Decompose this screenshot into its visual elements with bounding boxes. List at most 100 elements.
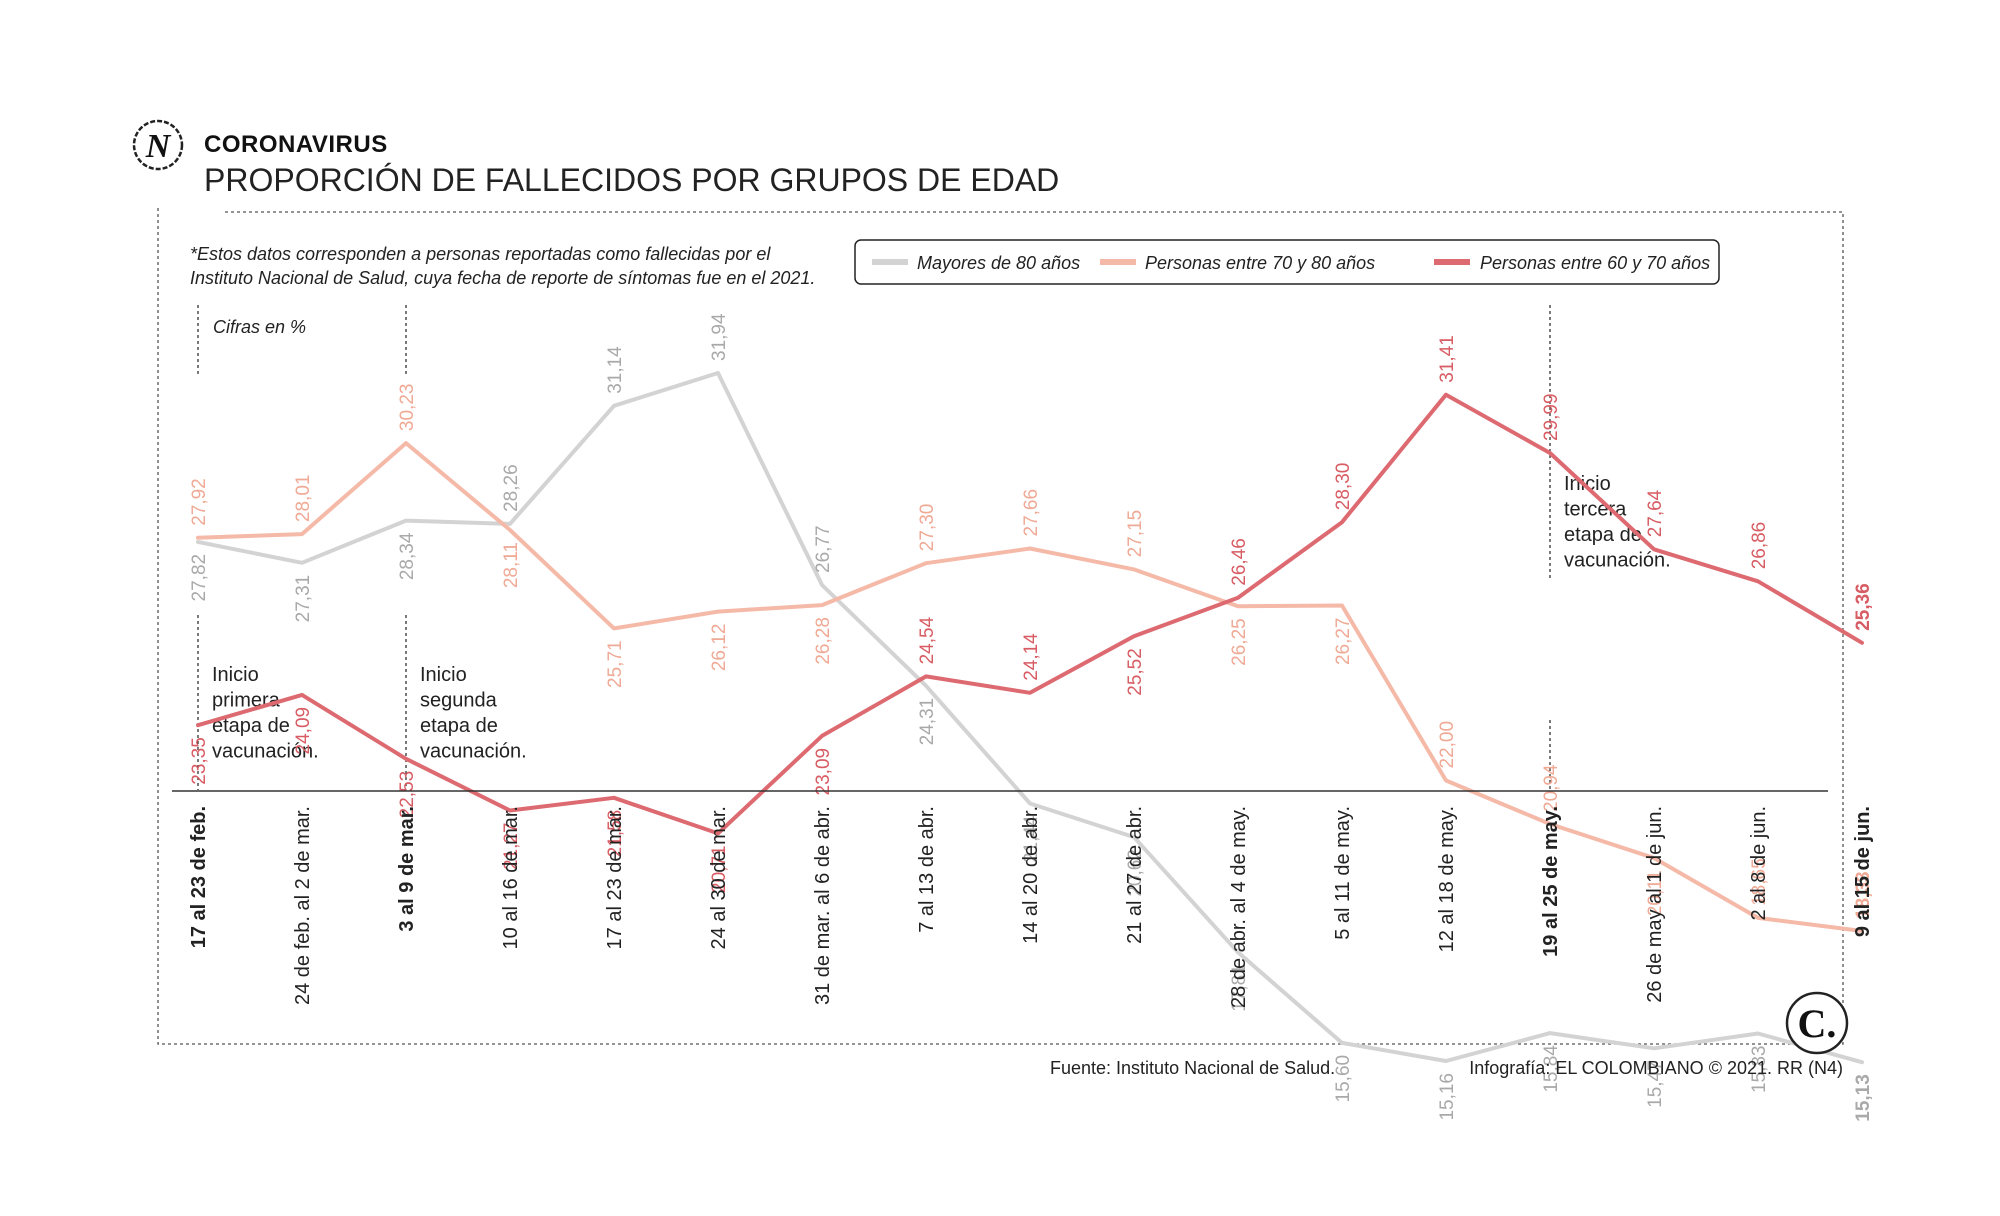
credit-text: Infografía: EL COLOMBIANO © 2021. RR (N4…: [1469, 1058, 1843, 1078]
data-label-mayores80: 31,14: [605, 346, 626, 394]
legend: Mayores de 80 años Personas entre 70 y 8…: [854, 239, 1720, 285]
x-tick-label: 3 al 9 de mar.: [396, 806, 418, 932]
data-label-entre70y80: 26,12: [709, 624, 730, 672]
data-label-entre60y70: 23,09: [813, 748, 834, 796]
data-label-entre70y80: 27,92: [189, 478, 210, 526]
data-label-entre60y70: 31,41: [1437, 335, 1458, 383]
data-label-mayores80: 31,94: [709, 313, 730, 361]
data-label-mayores80: 15,47: [1645, 1060, 1666, 1108]
data-label-mayores80: 20,62: [1125, 849, 1146, 897]
legend-item-entre70y80: Personas entre 70 y 80 años: [1100, 253, 1375, 273]
x-tick-label: 17 al 23 de feb.: [188, 806, 210, 948]
vaccination-annotation-line: primera: [212, 690, 281, 712]
logo-letter: N: [145, 128, 172, 165]
vaccination-annotation-line: Inicio: [420, 664, 467, 686]
data-label-mayores80: 15,16: [1437, 1073, 1458, 1121]
x-tick-label: 14 al 20 de abr.: [1020, 806, 1042, 944]
data-label-mayores80: 28,26: [501, 464, 522, 512]
data-label-entre60y70: 24,09: [293, 707, 314, 755]
data-label-mayores80: 15,84: [1541, 1045, 1562, 1093]
chart-frame: [157, 208, 1844, 1045]
data-label-entre70y80: 28,01: [293, 475, 314, 523]
x-tick-label: 2 al 8 de jun.: [1748, 806, 1770, 921]
data-label-entre70y80: 27,30: [917, 504, 938, 552]
vaccination-annotation-line: segunda: [420, 690, 498, 712]
legend-box: [854, 239, 1720, 285]
legend-item-mayores80: Mayores de 80 años: [872, 253, 1080, 273]
x-tick-label: 17 al 23 de mar.: [604, 806, 626, 949]
x-tick-label: 28 de abr. al 4 de may.: [1228, 806, 1250, 1008]
legend-item-entre60y70: Personas entre 60 y 70 años: [1434, 253, 1710, 273]
data-label-entre70y80: 28,11: [501, 542, 522, 588]
vaccination-annotation-line: etapa de: [212, 715, 290, 737]
data-label-entre70y80: 26,27: [1333, 618, 1354, 666]
data-label-entre60y70: 24,14: [1021, 633, 1042, 681]
data-label-entre60y70: 26,86: [1749, 522, 1770, 570]
data-label-entre60y70: 20,71: [709, 845, 730, 893]
el-colombiano-logo-icon: C.: [1785, 991, 1849, 1055]
data-label-mayores80: 15,83: [1749, 1046, 1770, 1094]
data-label-mayores80: 17,81: [1229, 964, 1250, 1012]
data-label-entre70y80: 27,15: [1125, 510, 1146, 558]
data-label-entre70y80: 18,65: [1749, 858, 1770, 906]
data-label-entre60y70: 22,53: [397, 771, 418, 819]
vaccination-annotation-1: Inicio primera etapa de vacunación.: [212, 664, 319, 763]
note-line-2: Instituto Nacional de Salud, cuya fecha …: [190, 268, 815, 288]
series-line-mayores80: [196, 371, 1864, 1065]
vaccination-annotation-line: vacunación.: [1564, 550, 1671, 572]
source-text: Fuente: Instituto Nacional de Salud.: [1050, 1058, 1335, 1078]
vaccination-annotation-3: Inicio tercera etapa de vacunación.: [1564, 473, 1671, 572]
data-label-entre60y70: 28,30: [1333, 463, 1354, 511]
brand-letter: C.: [1798, 1001, 1837, 1046]
x-tick-label: 9 al 15 de jun.: [1852, 806, 1874, 937]
vaccination-annotation-line: vacunación.: [420, 741, 527, 763]
vaccination-annotation-line: vacunación.: [212, 741, 319, 763]
x-tick-label: 10 al 16 de mar.: [500, 806, 522, 949]
vaccination-annotation-line: etapa de: [420, 715, 498, 737]
data-label-entre70y80: 26,25: [1229, 618, 1250, 666]
data-label-mayores80: 27,31: [293, 575, 314, 623]
vaccination-annotation-line: tercera: [1564, 499, 1627, 521]
data-label-entre60y70: 21,58: [605, 810, 626, 858]
data-label-mayores80: 24,31: [917, 698, 938, 746]
data-label-entre70y80: 30,23: [397, 384, 418, 432]
data-label-entre60y70: 26,46: [1229, 538, 1250, 586]
series-line-entre70y80: [196, 441, 1864, 933]
data-label-mayores80: 28,34: [397, 532, 418, 580]
data-label-entre70y80: 25,71: [605, 640, 626, 688]
data-label-entre60y70: 24,54: [917, 616, 938, 664]
x-tick-label: 31 de mar. al 6 de abr.: [812, 806, 834, 1005]
data-label-entre70y80: 20,94: [1541, 764, 1562, 812]
x-tick-label: 21 al 27 de abr.: [1124, 806, 1146, 944]
data-label-entre60y70: 27,64: [1645, 489, 1666, 537]
unit-label: Cifras en %: [213, 317, 306, 337]
data-label-mayores80: 27,82: [189, 554, 210, 602]
data-label-entre60y70: 29,99: [1541, 393, 1562, 441]
vaccination-annotation-2: Inicio segunda etapa de vacunación.: [420, 664, 527, 763]
data-label-entre70y80: 26,28: [813, 617, 834, 665]
series-lines: [196, 371, 1864, 1065]
data-label-mayores80: 21,44: [1021, 815, 1042, 863]
data-labels: 27,82 27,31 28,34 28,26 31,14 31,94 26,77 24,31…: [189, 313, 1874, 1122]
vaccination-annotation-line: Inicio: [212, 664, 259, 686]
x-axis-tick-labels: 17 al 23 de feb. 24 de feb. al 2 de mar. 3…: [188, 806, 1874, 1008]
data-label-entre60y70: 25,52: [1125, 648, 1146, 696]
data-label-mayores80: 26,77: [813, 525, 834, 573]
x-tick-label: 24 al 30 de mar.: [708, 806, 730, 949]
vaccination-annotation-line: Inicio: [1564, 473, 1611, 495]
data-label-mayores80: 15,60: [1333, 1055, 1354, 1103]
logo-n-icon: N: [132, 119, 184, 171]
vaccination-markers: Inicio primera etapa de vacunación. Inicio se…: [197, 305, 1671, 790]
data-label-mayores80: 15,13: [1853, 1074, 1874, 1122]
data-label-entre70y80: 27,66: [1021, 489, 1042, 537]
data-label-entre60y70: 23,35: [189, 737, 210, 785]
data-label-entre60y70: 25,36: [1853, 583, 1874, 631]
data-label-entre60y70: 21,27: [501, 823, 522, 871]
x-tick-label: 19 al 25 de may.: [1540, 806, 1562, 957]
data-label-entre70y80: 20,11: [1645, 870, 1666, 916]
legend-label-entre70y80: Personas entre 70 y 80 años: [1145, 253, 1375, 273]
data-label-entre70y80: 18,33: [1853, 871, 1874, 919]
legend-label-entre60y70: Personas entre 60 y 70 años: [1480, 253, 1710, 273]
x-tick-label: 7 al 13 de abr.: [916, 806, 938, 933]
